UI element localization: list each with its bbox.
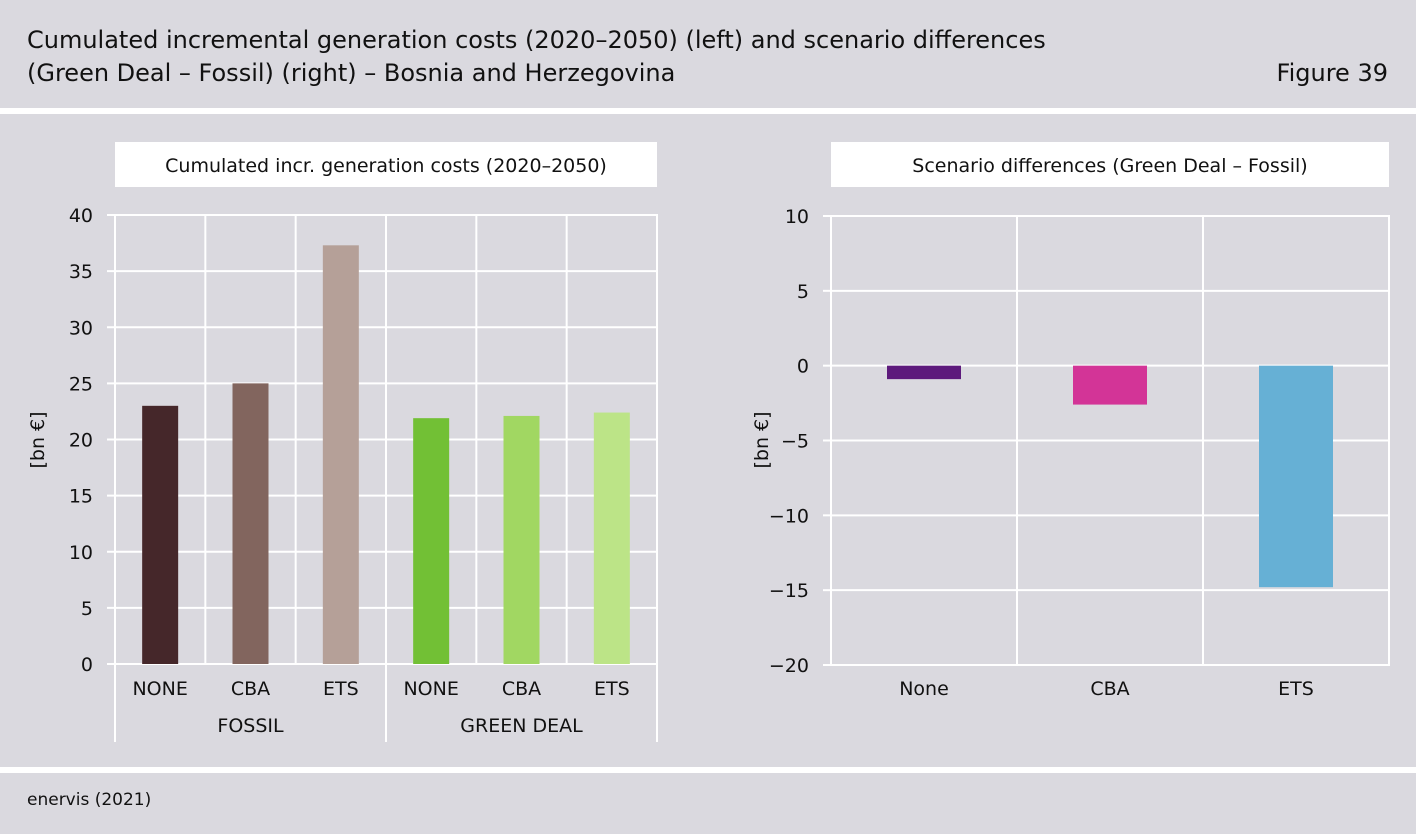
left-bar-ets-5 [593, 412, 630, 664]
right-y-axis-label: [bn €] [751, 411, 773, 468]
left-category-label: ETS [323, 678, 359, 700]
left-chart-title-box [115, 142, 657, 187]
figure-title: Cumulated incremental generation costs (… [27, 24, 1177, 90]
right-bar-ets [1259, 365, 1333, 588]
left-bar-none-0 [142, 405, 179, 664]
right-chart-title-box [831, 142, 1389, 187]
right-bar-cba [1073, 365, 1147, 405]
left-bar-cba-1 [232, 383, 269, 664]
left-group-label: GREEN DEAL [460, 715, 583, 737]
footer-divider [0, 767, 1416, 773]
left-category-label: NONE [403, 678, 458, 700]
right-category-label: ETS [1278, 678, 1314, 700]
figure-label: Figure 39 [1276, 59, 1388, 87]
left-y-tick-label: 15 [69, 486, 93, 508]
header-divider [0, 108, 1416, 114]
right-y-tick-label: −20 [769, 655, 809, 677]
right-y-tick-label: −15 [769, 580, 809, 602]
left-y-tick-label: 5 [81, 598, 93, 620]
left-y-tick-label: 35 [69, 261, 93, 283]
right-y-tick-label: −10 [769, 505, 809, 527]
left-category-label: NONE [132, 678, 187, 700]
left-category-label: CBA [502, 678, 541, 700]
left-y-tick-label: 25 [69, 373, 93, 395]
left-bar-ets-2 [322, 245, 359, 664]
left-chart-title: Cumulated incr. generation costs (2020–2… [165, 155, 607, 177]
right-y-tick-label: 10 [785, 206, 809, 228]
left-y-tick-label: 20 [69, 430, 93, 452]
left-bar-none-3 [413, 418, 450, 664]
left-y-tick-label: 40 [69, 205, 93, 227]
left-y-axis-label: [bn €] [27, 411, 49, 468]
right-y-tick-label: 0 [797, 356, 809, 378]
title-line-2: (Green Deal – Fossil) (right) – Bosnia a… [27, 59, 676, 87]
right-chart-title: Scenario differences (Green Deal – Fossi… [912, 155, 1307, 177]
left-y-tick-label: 0 [81, 654, 93, 676]
right-category-label: CBA [1090, 678, 1129, 700]
right-bar-none [887, 365, 961, 380]
right-y-tick-label: 5 [797, 281, 809, 303]
left-category-label: ETS [594, 678, 630, 700]
right-y-tick-label: −5 [781, 431, 809, 453]
left-y-tick-label: 10 [69, 542, 93, 564]
title-line-1: Cumulated incremental generation costs (… [27, 26, 1046, 54]
left-bar-cba-4 [503, 415, 540, 664]
right-category-label: None [899, 678, 949, 700]
header: Cumulated incremental generation costs (… [0, 0, 1416, 108]
left-y-tick-label: 30 [69, 317, 93, 339]
left-category-label: CBA [231, 678, 270, 700]
source-note: enervis (2021) [27, 790, 152, 810]
left-group-label: FOSSIL [217, 715, 284, 737]
